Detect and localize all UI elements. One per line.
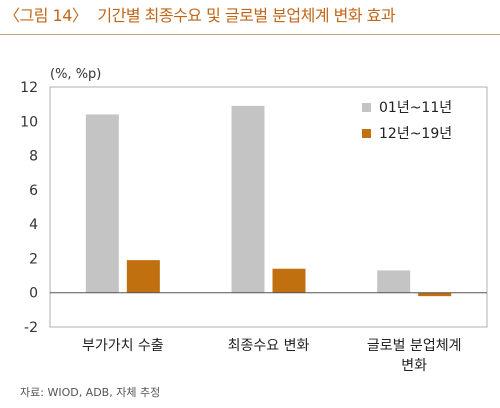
y-tick-label: 10 xyxy=(20,114,38,130)
y-tick-label: 4 xyxy=(29,217,38,233)
y-unit-label: (%, %p) xyxy=(50,67,101,82)
legend-label: 01년~11년 xyxy=(379,100,452,116)
source-note: 자료: WIOD, ADB, 자체 추정 xyxy=(20,386,161,399)
plot-frame xyxy=(49,86,488,328)
y-tick-label: 2 xyxy=(29,251,38,267)
legend-label: 12년~19년 xyxy=(379,126,452,142)
title-divider xyxy=(0,34,500,35)
x-category-label: 변화 xyxy=(401,358,427,374)
x-category-label: 최종수요 변화 xyxy=(228,338,310,354)
legend-swatch xyxy=(362,129,371,138)
bar-series-2 xyxy=(272,268,306,293)
y-tick-label: 6 xyxy=(29,183,38,199)
figure-number: 〈그림 14〉 xyxy=(4,6,88,25)
x-category-label: 부가가치 수출 xyxy=(82,338,164,354)
y-tick-label: 8 xyxy=(29,149,38,165)
chart-title-block: 〈그림 14〉 기간별 최종수요 및 글로벌 분업체계 변화 효과 xyxy=(4,2,396,26)
bar-series-1 xyxy=(85,114,119,293)
bar-series-1 xyxy=(231,105,265,293)
bar-series-1 xyxy=(377,270,411,293)
legend-swatch xyxy=(362,103,371,112)
x-category-label: 글로벌 분업체계 xyxy=(367,338,462,354)
y-tick-label: 0 xyxy=(29,286,38,302)
y-tick-label: -2 xyxy=(24,320,38,336)
y-tick-label: 12 xyxy=(20,80,38,96)
bar-series-2 xyxy=(418,292,452,297)
bar-series-2 xyxy=(126,260,160,293)
chart-title: 기간별 최종수요 및 글로벌 분업체계 변화 효과 xyxy=(97,6,396,25)
